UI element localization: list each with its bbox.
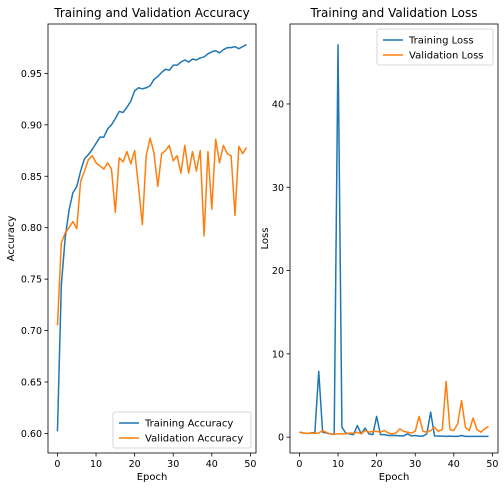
legend: Training Loss Validation Loss (376, 28, 494, 66)
series-line-validation-accuracy (56, 137, 248, 326)
x-tick-label: 20 (129, 459, 141, 470)
y-tick-label: 0.60 (21, 429, 42, 440)
loss-chart: Training and Validation Loss 0 10 20 30 40 50 0… (260, 6, 498, 483)
plot-frame (289, 23, 499, 454)
y-tick-label: 0.75 (21, 275, 42, 286)
series-line-training-loss (299, 44, 489, 438)
y-tick-label: 10 (272, 349, 284, 360)
y-tick-label: 30 (272, 183, 284, 194)
legend-box (112, 411, 252, 449)
chart-title: Training and Validation Loss (310, 6, 478, 20)
legend: Training Accuracy Validation Accuracy (112, 411, 252, 449)
x-tick-label: 30 (409, 459, 421, 470)
x-tick-label: 0 (54, 459, 60, 470)
plot-frame (47, 23, 257, 454)
legend-entry: Training Accuracy (144, 419, 233, 430)
y-tick-label: 0.70 (21, 326, 42, 337)
series-line-validation-loss (299, 380, 489, 436)
x-tick-label: 10 (90, 459, 102, 470)
x-tick-label: 50 (486, 459, 498, 470)
legend-entry: Validation Loss (409, 51, 484, 62)
legend-entry: Training Loss (408, 36, 474, 47)
accuracy-chart: Training and Validation Accuracy 0 10 20 30 4… (6, 6, 256, 483)
chart-title: Training and Validation Accuracy (53, 6, 249, 20)
x-tick-label: 40 (448, 459, 460, 470)
y-tick-label: 0.80 (21, 223, 42, 234)
y-tick-label: 20 (272, 266, 284, 277)
x-axis-label: Epoch (379, 472, 410, 483)
x-tick-label: 40 (206, 459, 218, 470)
y-tick-label: 0.85 (21, 172, 42, 183)
x-tick-label: 10 (332, 459, 344, 470)
x-tick-label: 20 (371, 459, 383, 470)
y-tick-label: 0.90 (21, 120, 42, 131)
y-tick-label: 40 (272, 99, 284, 110)
x-tick-label: 50 (244, 459, 256, 470)
x-tick-label: 30 (167, 459, 179, 470)
y-axis-label: Loss (260, 228, 271, 250)
x-axis-label: Epoch (137, 472, 168, 483)
legend-box (376, 28, 494, 66)
series-line-training-accuracy (56, 43, 247, 432)
y-tick-label: 0.65 (21, 378, 42, 389)
y-axis-label: Accuracy (6, 216, 17, 262)
y-tick-label: 0.95 (21, 69, 42, 80)
legend-entry: Validation Accuracy (145, 434, 243, 445)
x-tick-label: 0 (296, 459, 302, 470)
y-tick-label: 0 (278, 433, 284, 444)
